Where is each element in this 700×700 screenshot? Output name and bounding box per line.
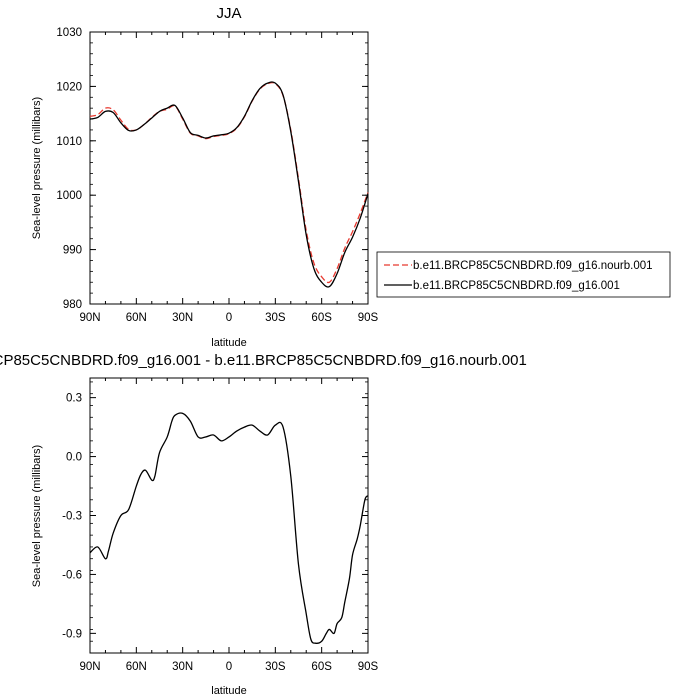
top-marks: 90N 60N 30N 0 30S 60S 90S 980 990 1000 1010 1020 103… — [56, 27, 378, 324]
top-ytick-label: 1030 — [56, 27, 82, 39]
top-xtick-label: 90S — [358, 312, 379, 324]
bottom-ytick-label: -0.6 — [62, 569, 82, 581]
top-xlabel: latitude — [211, 337, 246, 349]
bottom-xtick-label: 30S — [265, 661, 286, 673]
top-ylabel: Sea-level pressure (millibars) — [31, 97, 43, 239]
bottom-ytick-label: -0.9 — [62, 628, 82, 640]
legend: b.e11.BRCP85C5CNBDRD.f09_g16.nourb.001 b… — [376, 251, 671, 298]
top-xtick-label: 90N — [79, 312, 100, 324]
bottom-marks: 90N 60N 30N 0 30S 60S 90S -0.9 -0.6 -0.3 0.0 0.3 — [62, 378, 379, 673]
top-xtick-label: 60S — [311, 312, 332, 324]
bottom-xtick-label: 30N — [172, 661, 193, 673]
top-xtick-label: 0 — [226, 312, 232, 324]
bottom-xtick-label: 0 — [226, 661, 232, 673]
top-xtick-label: 60N — [126, 312, 147, 324]
top-xtick-label: 30S — [265, 312, 286, 324]
bottom-plot-frame — [89, 377, 369, 654]
bottom-chart-title: b.e11.BRCP85C5CNBDRD.f09_g16.001 - b.e11… — [0, 352, 527, 369]
bottom-xtick-label: 60N — [126, 661, 147, 673]
top-series-line-1 — [89, 81, 369, 288]
top-ytick-label: 1010 — [56, 136, 82, 148]
top-plot-frame — [89, 31, 369, 305]
bottom-ytick-label: -0.3 — [62, 511, 82, 523]
bottom-panel: b.e11.BRCP85C5CNBDRD.f09_g16.001 - b.e11… — [0, 352, 527, 697]
top-ytick-label: 990 — [63, 245, 82, 257]
top-panel: JJA 90N 60N 30N 0 30S 60S 90S 980 990 1000 1010 102… — [31, 5, 379, 349]
bottom-series-line-0 — [89, 412, 369, 644]
bottom-ytick-label: 0.3 — [66, 393, 82, 405]
top-ytick-label: 1020 — [56, 81, 82, 93]
bottom-xlabel: latitude — [211, 685, 246, 697]
bottom-xtick-label: 90N — [79, 661, 100, 673]
legend-label-control: b.e11.BRCP85C5CNBDRD.f09_g16.001 — [413, 280, 620, 292]
bottom-xtick-label: 60S — [311, 661, 332, 673]
top-xtick-label: 30N — [172, 312, 193, 324]
bottom-ytick-label: 0.0 — [66, 452, 82, 464]
bottom-ylabel: Sea-level pressure (millibars) — [31, 445, 43, 587]
top-ytick-label: 1000 — [56, 190, 82, 202]
top-chart-title: JJA — [216, 5, 241, 22]
top-ytick-label: 980 — [63, 299, 82, 311]
bottom-xtick-label: 90S — [358, 661, 379, 673]
legend-label-nourb: b.e11.BRCP85C5CNBDRD.f09_g16.nourb.001 — [413, 260, 653, 272]
legend-box — [376, 251, 671, 298]
top-series-line-0 — [89, 81, 369, 284]
